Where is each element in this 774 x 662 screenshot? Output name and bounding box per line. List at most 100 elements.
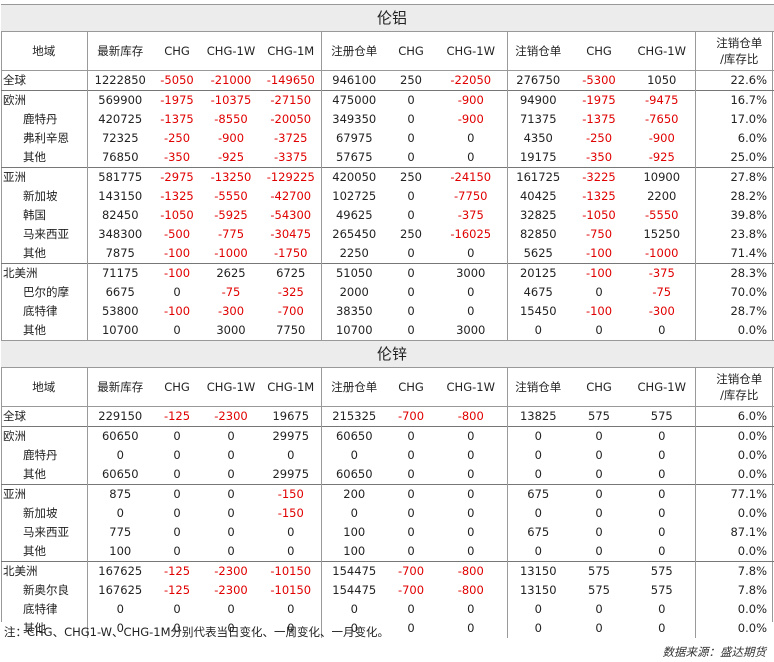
value-cell: -149650	[261, 70, 321, 91]
value-cell: 0	[595, 506, 603, 520]
value-cell: 0	[595, 467, 603, 481]
value-cell: -900	[217, 131, 245, 145]
value-cell: -100	[153, 263, 201, 283]
column-header: CHG	[387, 31, 435, 71]
value-cell: 0	[407, 448, 415, 462]
value-cell: 10700	[86, 321, 153, 341]
value-cell: -7650	[645, 112, 679, 126]
value-cell: 0.0%	[694, 426, 774, 446]
value-cell: 575	[569, 406, 629, 427]
value-cell: 0	[287, 602, 295, 616]
value-cell: 2000	[320, 283, 387, 302]
value-cell: 0	[407, 467, 415, 481]
value-cell: -375	[629, 263, 695, 283]
value-cell: 0	[407, 131, 415, 145]
value-cell: -2300	[201, 561, 261, 581]
value-cell: -1975	[153, 90, 201, 110]
value-cell: -900	[648, 131, 675, 145]
value-cell: -27150	[261, 90, 321, 110]
value-cell: -1375	[582, 112, 616, 126]
value-cell: -700	[397, 583, 425, 597]
value-cell: 0	[227, 467, 235, 481]
value-cell: -125	[153, 561, 201, 581]
column-header: CHG-1M	[261, 31, 321, 71]
value-cell: 349350	[320, 110, 387, 129]
value-cell: 0	[86, 504, 153, 523]
value-cell: 0	[506, 600, 569, 619]
value-cell: 3000	[216, 323, 246, 337]
value-cell: -350	[163, 150, 191, 164]
value-cell: 0	[153, 484, 201, 504]
value-cell: -1000	[645, 246, 679, 260]
value-cell: 0	[467, 285, 475, 299]
value-cell: 67975	[320, 129, 387, 148]
table-row: 马来西亚 348300 -500 -775 -30475 265450 250 -16025 8…	[1, 225, 774, 244]
value-cell: -1000	[214, 246, 248, 260]
column-header: 地域	[1, 31, 87, 71]
table-row: 新奥尔良 167625 -125 -2300 -10150 154475 -700 -800 1…	[1, 581, 774, 600]
value-cell: 87.1%	[694, 523, 774, 542]
value-cell: 6675	[86, 283, 153, 302]
table-row: 欧洲 569900 -1975 -10375 -27150 475000 0 -900 9490…	[1, 90, 774, 110]
value-cell: 0	[320, 619, 387, 638]
column-header: CHG	[153, 367, 201, 407]
value-cell: -500	[163, 227, 191, 241]
value-cell: 0	[467, 246, 475, 260]
value-cell: 0	[387, 90, 435, 110]
inventory-table: 伦铝 地域 最新库存 CHG CHG-1W CHG-1M 注册仓单 CHG CHG-1W 注销仓单…	[1, 4, 774, 638]
value-cell: -700	[387, 561, 435, 581]
value-cell: 0	[173, 544, 181, 558]
value-cell: 0	[173, 323, 181, 337]
value-cell: 143150	[86, 187, 153, 206]
value-cell: -1050	[582, 208, 616, 222]
table-row: 鹿特丹 0 0 0 0 0 0 0 0 0 0 0.0%	[1, 446, 774, 465]
value-cell: 0	[595, 544, 603, 558]
value-cell: -22050	[435, 70, 507, 91]
column-header-line: 注销仓单	[716, 372, 763, 386]
column-header: CHG-1W	[201, 367, 261, 407]
value-cell: -3725	[274, 131, 308, 145]
value-cell: 15250	[643, 227, 681, 241]
column-header: 注册仓单	[320, 367, 387, 407]
value-cell: 1050	[629, 70, 695, 91]
value-cell: 29975	[272, 467, 310, 481]
value-cell: 0	[227, 544, 235, 558]
value-cell: 575	[629, 561, 695, 581]
value-cell: 0	[506, 321, 569, 341]
value-cell: 19675	[261, 406, 321, 427]
value-cell: -925	[217, 150, 245, 164]
value-cell: -24150	[435, 167, 507, 187]
value-cell: 0	[201, 484, 261, 504]
value-cell: 569900	[86, 90, 153, 110]
value-cell: -1375	[160, 112, 194, 126]
value-cell: 6.0%	[694, 406, 774, 427]
value-cell: 0	[287, 448, 295, 462]
value-cell: 0	[407, 544, 415, 558]
value-cell: -5050	[153, 70, 201, 91]
value-cell: 53800	[86, 302, 153, 321]
value-cell: 40425	[506, 187, 569, 206]
region-cell: 新加坡	[23, 506, 58, 520]
value-cell: 0	[595, 602, 603, 616]
value-cell: 0	[173, 621, 181, 635]
value-cell: 775	[86, 523, 153, 542]
value-cell: 0	[569, 484, 629, 504]
column-header-line: /库存比	[720, 388, 759, 402]
value-cell: 200	[320, 484, 387, 504]
table-row: 新加坡 143150 -1325 -5550 -42700 102725 0 -7750 404…	[1, 187, 774, 206]
value-cell: 27.8%	[694, 167, 774, 187]
value-cell: -100	[163, 246, 191, 260]
value-cell: 23.8%	[694, 225, 774, 244]
value-cell: 4350	[506, 129, 569, 148]
value-cell: 0	[658, 467, 666, 481]
value-cell: 265450	[320, 225, 387, 244]
table-row: 其他 0 0 0 0 0 0 0 0 0 0 0.0%	[1, 619, 774, 638]
value-cell: -100	[585, 304, 613, 318]
value-cell: 82450	[86, 206, 153, 225]
value-cell: 20125	[506, 263, 569, 283]
region-cell: 马来西亚	[23, 525, 69, 539]
value-cell: 0	[227, 602, 235, 616]
region-cell: 其他	[23, 150, 46, 164]
value-cell: 0	[86, 619, 153, 638]
value-cell: 0	[320, 600, 387, 619]
